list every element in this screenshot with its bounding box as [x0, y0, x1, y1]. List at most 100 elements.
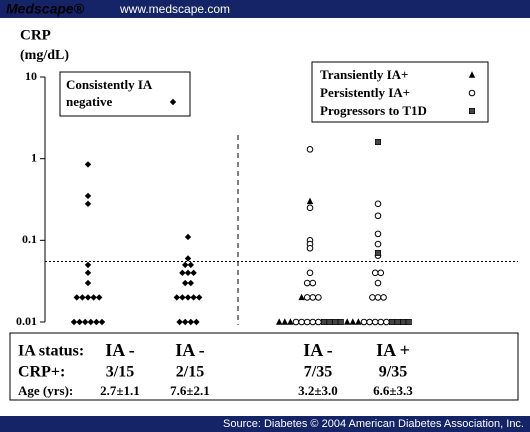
point	[306, 244, 314, 252]
point	[380, 294, 387, 301]
point	[332, 318, 339, 325]
legend-label: Transiently IA+	[320, 67, 409, 82]
point	[287, 318, 294, 325]
point	[187, 261, 194, 269]
legend-entry: Transiently IA+	[320, 67, 409, 82]
table-box	[9, 332, 519, 401]
point	[281, 318, 288, 325]
footer-bar	[0, 416, 530, 432]
point	[292, 318, 300, 326]
point	[374, 138, 381, 145]
crp-positive: 9/35	[379, 364, 407, 381]
age: 2.7±1.1	[100, 383, 140, 398]
site-url: www.medscape.com	[119, 2, 230, 16]
age: 7.6±2.1	[170, 383, 210, 398]
point	[276, 318, 283, 325]
point	[374, 279, 382, 287]
point	[84, 279, 92, 287]
legend-label: Consistently IA negative	[66, 77, 152, 109]
age: 6.6±3.3	[373, 383, 413, 398]
legend-marker	[169, 98, 177, 106]
point	[374, 200, 382, 208]
point	[93, 318, 100, 326]
point	[377, 318, 385, 326]
legend-entry: Persistently IA+	[320, 85, 410, 100]
point	[309, 318, 317, 326]
point	[344, 318, 351, 325]
category-label: IA -	[105, 340, 135, 360]
category-label: IA -	[175, 340, 205, 360]
point	[315, 294, 322, 301]
point	[374, 249, 381, 256]
point	[87, 318, 94, 326]
point	[371, 269, 379, 277]
point	[355, 318, 362, 325]
point	[179, 269, 186, 277]
point	[70, 318, 78, 326]
point	[315, 318, 322, 326]
point	[360, 318, 368, 326]
age: 3.2±3.0	[298, 383, 338, 398]
point	[184, 255, 192, 262]
legend-box	[59, 71, 191, 117]
point	[374, 294, 382, 301]
y-tick-label: 0.1	[22, 232, 37, 246]
crp-positive: 2/15	[176, 364, 204, 381]
category-label: IA -	[303, 340, 333, 360]
point	[349, 318, 356, 325]
brand: Medscape®	[6, 1, 85, 17]
point	[320, 318, 327, 325]
point	[84, 261, 92, 269]
point	[309, 294, 317, 301]
point	[90, 294, 97, 301]
point	[374, 240, 382, 248]
legend-marker	[468, 71, 476, 78]
point	[306, 204, 314, 212]
point	[306, 197, 314, 205]
point	[84, 269, 92, 277]
point	[371, 318, 379, 326]
y-label: CRP	[20, 27, 51, 43]
point	[182, 318, 189, 326]
legend-entry: Progressors to T1D	[320, 103, 427, 118]
point	[394, 318, 401, 325]
header-bar	[0, 0, 530, 18]
point	[193, 318, 200, 326]
point	[182, 279, 189, 287]
point	[84, 192, 92, 200]
legend-marker	[468, 89, 476, 97]
point	[79, 294, 86, 301]
point	[84, 200, 92, 208]
point	[98, 318, 106, 326]
point	[190, 294, 197, 301]
crp-positive: 3/15	[106, 364, 134, 381]
point	[326, 318, 333, 325]
row-label: IA status:	[18, 343, 84, 360]
point	[187, 318, 194, 326]
point	[303, 279, 311, 287]
point	[369, 294, 376, 301]
point	[366, 318, 373, 326]
crp-positive: 7/35	[304, 364, 332, 381]
y-tick-label: 1	[31, 150, 37, 164]
point	[405, 318, 412, 325]
point	[377, 269, 385, 277]
row-label: Age (yrs):	[18, 383, 73, 398]
point	[190, 269, 197, 277]
point	[303, 294, 311, 301]
point	[176, 318, 183, 326]
point	[84, 294, 92, 301]
source: Source: Diabetes © 2004 American Diabete…	[223, 418, 524, 430]
point	[184, 233, 192, 241]
point	[179, 294, 186, 301]
point	[187, 279, 194, 287]
point	[306, 146, 314, 153]
point	[383, 318, 390, 326]
point	[173, 294, 180, 301]
point	[73, 294, 80, 301]
point	[182, 261, 189, 269]
point	[306, 269, 314, 277]
point	[298, 318, 305, 326]
